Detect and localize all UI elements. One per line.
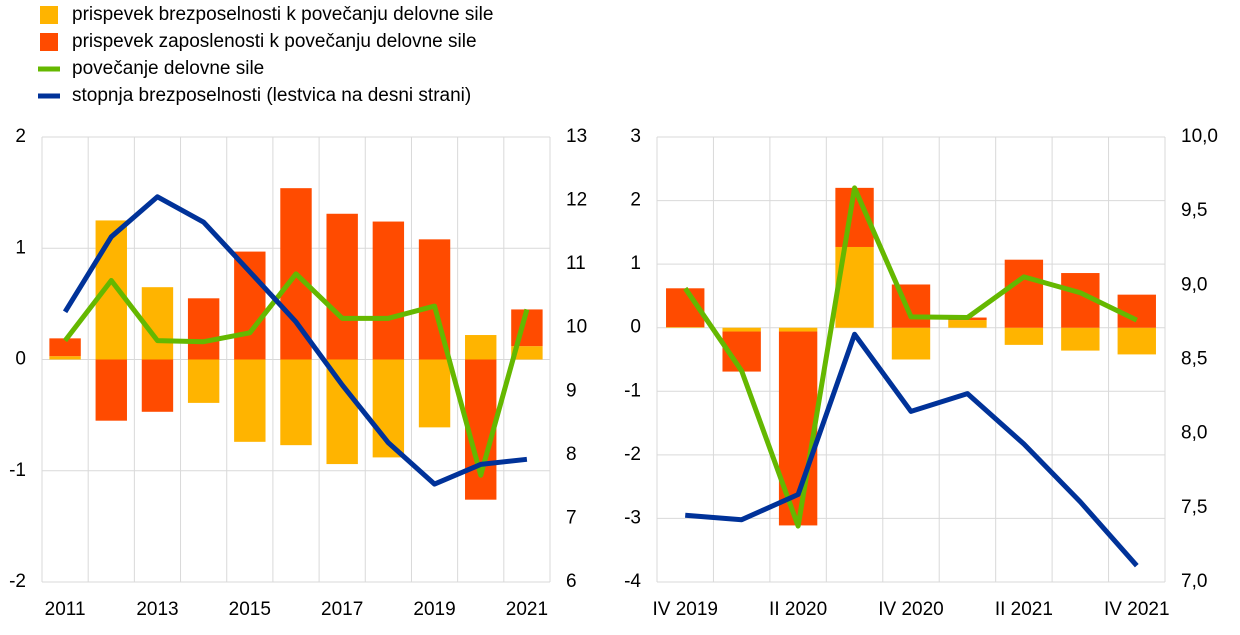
bar: [418, 359, 451, 428]
y2-tick-label: 10,0: [1181, 126, 1218, 147]
y2-tick-label: 10: [566, 317, 587, 338]
legend-label: stopnja brezposelnosti (lestvica na desn…: [72, 85, 471, 106]
y2-tick-label: 11: [566, 253, 586, 274]
bar: [326, 359, 358, 465]
bar: [326, 213, 358, 360]
bar: [1004, 327, 1044, 345]
y-tick-label: -4: [624, 571, 641, 592]
bar: [891, 327, 931, 360]
x-tick-label: IV 2019: [652, 599, 718, 620]
bar: [234, 251, 266, 360]
bar: [511, 346, 543, 360]
bar: [372, 221, 405, 360]
y2-tick-label: 12: [566, 190, 587, 211]
y-tick-label: 3: [630, 126, 641, 147]
y2-tick-label: 8,5: [1181, 349, 1207, 370]
bar: [722, 327, 761, 332]
legend-label: prispevek brezposelnosti k povečanju del…: [72, 4, 493, 25]
bar: [948, 320, 987, 328]
x-tick-label: II 2021: [995, 599, 1053, 620]
y2-tick-label: 9: [566, 380, 577, 401]
y-tick-label: -2: [624, 444, 641, 465]
y-tick-label: 1: [15, 237, 26, 258]
y-tick-label: 0: [630, 317, 641, 338]
bar: [141, 359, 174, 412]
bar: [1061, 327, 1100, 351]
legend-swatch: [40, 33, 58, 51]
legend-label: povečanje delovne sile: [72, 58, 264, 79]
y2-tick-label: 8: [566, 444, 577, 465]
bar: [187, 359, 220, 403]
y-tick-label: 2: [15, 126, 26, 147]
bar: [49, 356, 81, 360]
y2-tick-label: 7: [566, 507, 577, 528]
y2-tick-label: 7,5: [1181, 497, 1207, 518]
x-tick-label: 2021: [506, 599, 548, 620]
y-tick-label: -3: [624, 507, 641, 528]
x-tick-label: 2013: [136, 599, 178, 620]
y2-tick-label: 9,5: [1181, 200, 1207, 221]
y-tick-label: 0: [15, 349, 26, 370]
bar: [95, 220, 127, 360]
y2-tick-label: 6: [566, 571, 577, 592]
y2-tick-label: 7,0: [1181, 571, 1207, 592]
bar: [465, 335, 497, 360]
y-tick-label: 2: [630, 190, 641, 211]
bar: [1004, 259, 1044, 328]
bar: [187, 298, 220, 360]
legend-swatch: [40, 6, 58, 24]
y-tick-label: -1: [9, 460, 26, 481]
y2-tick-label: 9,0: [1181, 274, 1207, 295]
x-tick-label: IV 2021: [1104, 599, 1170, 620]
x-tick-label: 2017: [321, 599, 363, 620]
bar: [49, 338, 81, 357]
x-tick-label: II 2020: [769, 599, 827, 620]
y2-tick-label: 13: [566, 126, 587, 147]
line: [685, 331, 1139, 568]
bar: [666, 327, 705, 328]
bar: [1117, 327, 1156, 355]
line: [683, 185, 1138, 529]
y-tick-label: -1: [624, 380, 641, 401]
line: [63, 271, 530, 478]
y-tick-label: 1: [630, 253, 641, 274]
x-tick-label: 2015: [229, 599, 271, 620]
bar: [95, 359, 127, 421]
bar: [280, 359, 312, 446]
bar: [234, 359, 266, 442]
legend-label: prispevek zaposlenosti k povečanju delov…: [72, 31, 477, 52]
y2-tick-label: 8,0: [1181, 423, 1207, 444]
line: [62, 194, 528, 487]
y-tick-label: -2: [9, 571, 26, 592]
bar: [778, 327, 818, 332]
x-tick-label: IV 2020: [878, 599, 944, 620]
x-tick-label: 2011: [45, 599, 86, 620]
x-tick-label: 2019: [413, 599, 455, 620]
